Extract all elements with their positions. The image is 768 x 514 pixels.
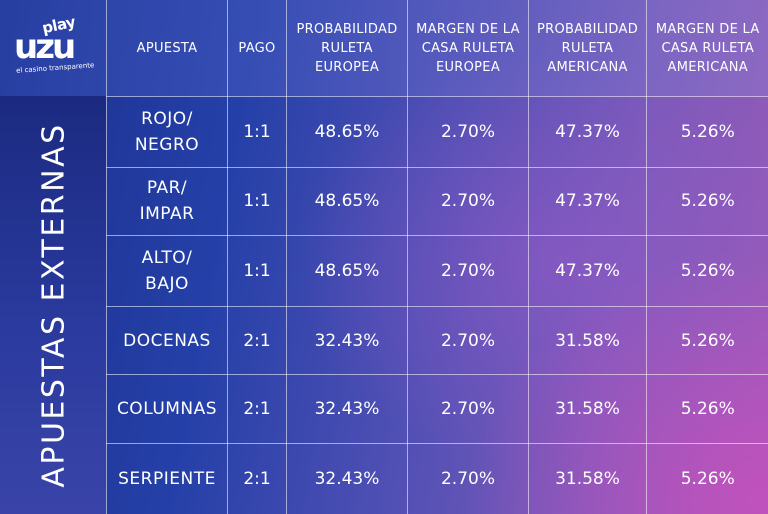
cell-prob-americana: 31.58% bbox=[528, 374, 647, 444]
cell-margen-americana: 5.26% bbox=[646, 166, 768, 237]
cell-pago: 2:1 bbox=[227, 374, 287, 444]
cell-prob-europea: 48.65% bbox=[286, 235, 408, 307]
cell-pago: 2:1 bbox=[227, 442, 287, 514]
side-label: APUESTAS EXTERNAS bbox=[36, 122, 72, 488]
header-prob-europea: PROBABILIDAD RULETA EUROPEA bbox=[286, 0, 408, 97]
cell-prob-europea: 32.43% bbox=[286, 374, 408, 444]
cell-prob-americana: 31.58% bbox=[528, 442, 647, 514]
header-pago: PAGO bbox=[227, 0, 287, 97]
cell-margen-americana: 5.26% bbox=[646, 374, 768, 444]
cell-prob-americana: 31.58% bbox=[528, 305, 647, 376]
cell-margen-europea: 2.70% bbox=[407, 374, 529, 444]
cell-margen-americana: 5.26% bbox=[646, 235, 768, 307]
cell-prob-europea: 48.65% bbox=[286, 166, 408, 237]
cell-margen-americana: 5.26% bbox=[646, 442, 768, 514]
cell-margen-europea: 2.70% bbox=[407, 235, 529, 307]
header-margen-europea: MARGEN DE LA CASA RULETA EUROPEA bbox=[407, 0, 529, 97]
table-row: PAR/IMPAR 1:1 48.65% 2.70% 47.37% 5.26% bbox=[106, 166, 768, 237]
cell-apuesta: PAR/IMPAR bbox=[106, 166, 228, 237]
bet-name-line: IMPAR bbox=[139, 204, 195, 225]
cell-margen-europea: 2.70% bbox=[407, 96, 529, 168]
odds-table: APUESTA PAGO PROBABILIDAD RULETA EUROPEA… bbox=[106, 0, 768, 514]
bet-name-line: ROJO/ bbox=[141, 108, 193, 129]
bet-name-line: COLUMNAS bbox=[116, 399, 218, 420]
bet-name-line: SERPIENTE bbox=[118, 468, 216, 489]
table-header-row: APUESTA PAGO PROBABILIDAD RULETA EUROPEA… bbox=[106, 0, 768, 97]
side-panel bbox=[0, 96, 106, 514]
cell-apuesta: COLUMNAS bbox=[106, 374, 228, 444]
header-margen-americana: MARGEN DE LA CASA RULETA AMERICANA bbox=[646, 0, 768, 97]
table-row: COLUMNAS 2:1 32.43% 2.70% 31.58% 5.26% bbox=[106, 374, 768, 444]
cell-pago: 2:1 bbox=[227, 305, 287, 376]
cell-prob-europea: 32.43% bbox=[286, 442, 408, 514]
table-row: SERPIENTE 2:1 32.43% 2.70% 31.58% 5.26% bbox=[106, 442, 768, 514]
bet-name-line: PAR/ bbox=[146, 178, 188, 199]
bet-name-line: ALTO/ bbox=[141, 247, 193, 268]
cell-margen-americana: 5.26% bbox=[646, 305, 768, 376]
cell-apuesta: ALTO/BAJO bbox=[106, 235, 228, 307]
header-prob-americana: PROBABILIDAD RULETA AMERICANA bbox=[528, 0, 647, 97]
cell-apuesta: SERPIENTE bbox=[106, 442, 228, 514]
bet-name-line: DOCENAS bbox=[123, 330, 211, 351]
bet-name-line: NEGRO bbox=[134, 134, 200, 155]
cell-margen-europea: 2.70% bbox=[407, 305, 529, 376]
logo-name-text: uzu bbox=[14, 27, 76, 67]
cell-pago: 1:1 bbox=[227, 96, 287, 168]
table-row: DOCENAS 2:1 32.43% 2.70% 31.58% 5.26% bbox=[106, 305, 768, 376]
bet-name-line: BAJO bbox=[145, 273, 189, 294]
cell-margen-europea: 2.70% bbox=[407, 166, 529, 237]
cell-margen-americana: 5.26% bbox=[646, 96, 768, 168]
cell-prob-americana: 47.37% bbox=[528, 235, 647, 307]
cell-prob-europea: 32.43% bbox=[286, 305, 408, 376]
table-row: ALTO/BAJO 1:1 48.65% 2.70% 47.37% 5.26% bbox=[106, 235, 768, 307]
cell-pago: 1:1 bbox=[227, 235, 287, 307]
cell-apuesta: ROJO/NEGRO bbox=[106, 96, 228, 168]
cell-pago: 1:1 bbox=[227, 166, 287, 237]
header-apuesta: APUESTA bbox=[106, 0, 228, 97]
cell-prob-europea: 48.65% bbox=[286, 96, 408, 168]
brand-logo: play uzu el casino transparente bbox=[10, 8, 98, 88]
table-row: ROJO/NEGRO 1:1 48.65% 2.70% 47.37% 5.26% bbox=[106, 96, 768, 168]
cell-margen-europea: 2.70% bbox=[407, 442, 529, 514]
cell-apuesta: DOCENAS bbox=[106, 305, 228, 376]
cell-prob-americana: 47.37% bbox=[528, 96, 647, 168]
cell-prob-americana: 47.37% bbox=[528, 166, 647, 237]
